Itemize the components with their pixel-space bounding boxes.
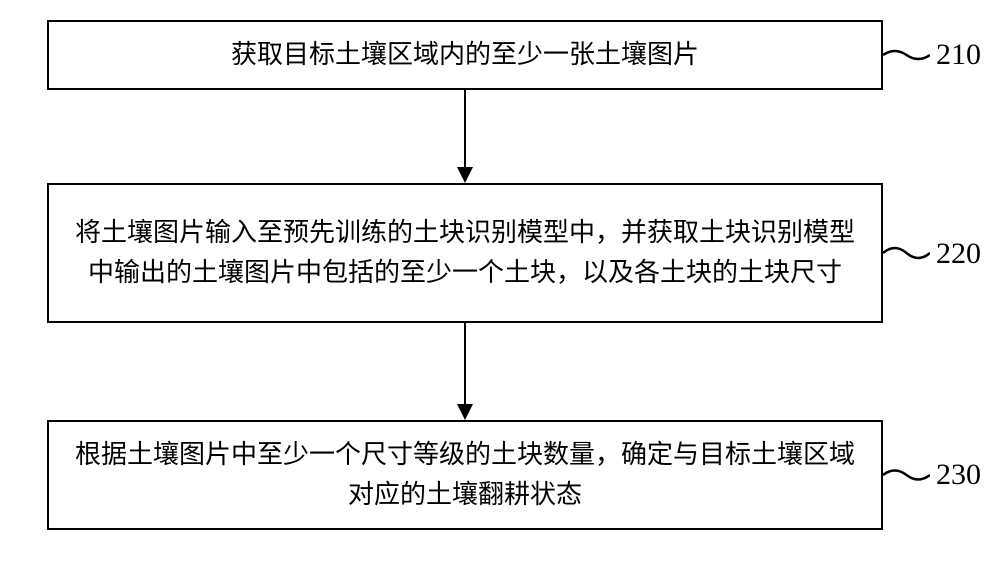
step-label-3: 230: [936, 458, 981, 492]
flow-step-text: 将土壤图片输入至预先训练的土块识别模型中，并获取土块识别模型中输出的土壤图片中包…: [69, 213, 861, 294]
brace-connector-1: [883, 44, 930, 66]
arrow-head-1: [457, 167, 473, 183]
brace-connector-3: [883, 463, 930, 487]
arrow-line-2: [464, 323, 466, 404]
flow-step-text: 获取目标土壤区域内的至少一张土壤图片: [231, 35, 699, 75]
flow-step-3: 根据土壤图片中至少一个尺寸等级的土块数量，确定与目标土壤区域对应的土壤翻耕状态: [47, 420, 883, 530]
flow-step-1: 获取目标土壤区域内的至少一张土壤图片: [47, 20, 883, 90]
arrow-head-2: [457, 404, 473, 420]
flow-step-text: 根据土壤图片中至少一个尺寸等级的土块数量，确定与目标土壤区域对应的土壤翻耕状态: [69, 435, 861, 516]
step-label-1: 210: [936, 38, 981, 72]
arrow-line-1: [464, 90, 466, 167]
flow-step-2: 将土壤图片输入至预先训练的土块识别模型中，并获取土块识别模型中输出的土壤图片中包…: [47, 183, 883, 323]
step-label-2: 220: [936, 237, 981, 271]
brace-connector-2: [883, 240, 930, 266]
